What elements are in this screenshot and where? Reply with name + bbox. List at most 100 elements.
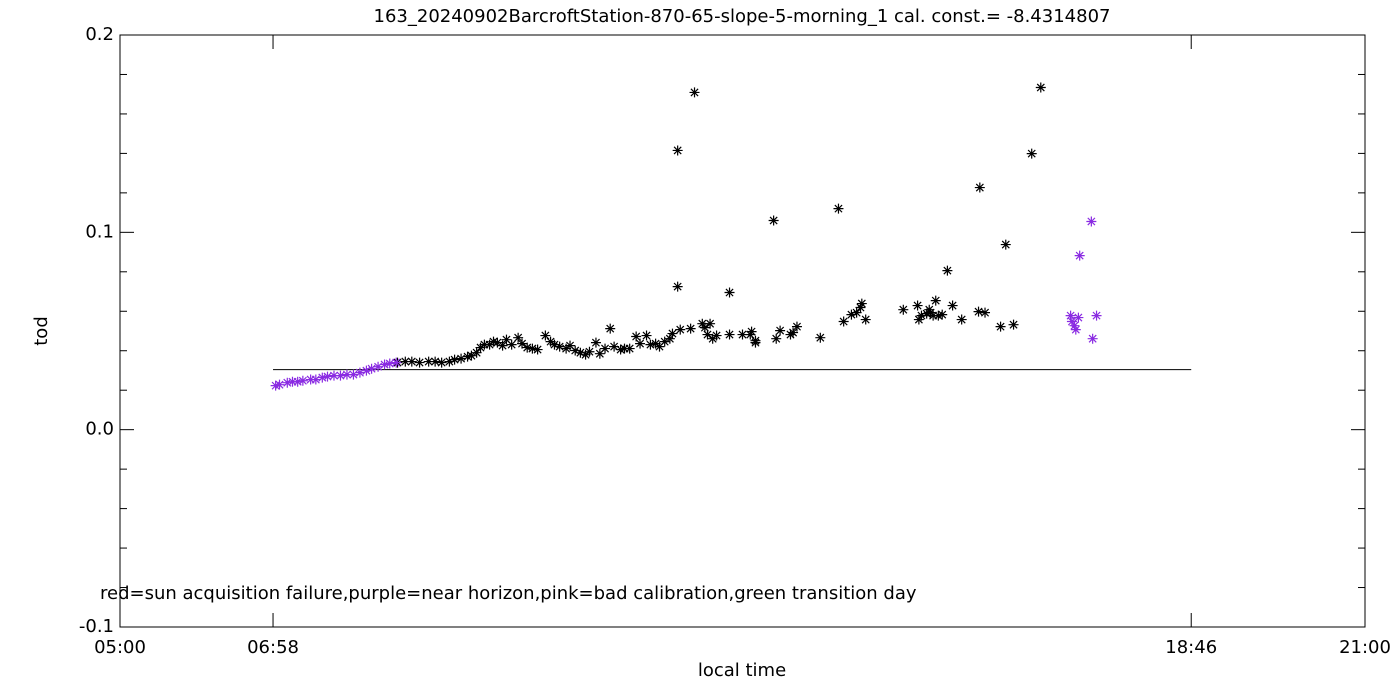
plot-frame <box>119 34 1366 628</box>
data-point <box>697 318 708 329</box>
data-point <box>702 329 713 340</box>
x-tick-label: 05:00 <box>94 637 146 658</box>
data-point <box>833 203 844 214</box>
data-point <box>366 363 377 374</box>
data-point <box>1074 250 1085 261</box>
data-point <box>699 322 710 333</box>
data-point <box>689 87 700 98</box>
data-point <box>1000 239 1011 250</box>
data-point <box>373 361 384 372</box>
data-point <box>488 336 499 347</box>
data-point <box>436 357 447 368</box>
data-point <box>1091 310 1102 321</box>
data-point <box>1035 82 1046 93</box>
data-point <box>545 336 556 347</box>
data-point <box>379 359 390 370</box>
data-point <box>1065 310 1076 321</box>
data-point <box>287 376 298 387</box>
data-point <box>624 343 635 354</box>
y-tick-label: 0.0 <box>85 419 114 440</box>
data-point <box>361 365 372 376</box>
data-point <box>791 321 802 332</box>
data-point <box>475 342 486 353</box>
data-point <box>928 310 939 321</box>
data-point <box>532 344 543 355</box>
data-point <box>305 374 316 385</box>
data-point <box>335 370 346 381</box>
data-point <box>479 339 490 350</box>
data-point <box>561 343 572 354</box>
y-tick-label: 0.2 <box>85 24 114 45</box>
data-point <box>282 377 293 388</box>
data-point <box>430 356 441 367</box>
data-point <box>855 302 866 313</box>
data-point <box>615 344 626 355</box>
data-point <box>672 281 683 292</box>
data-point <box>667 328 678 339</box>
data-point <box>737 329 748 340</box>
data-point <box>974 182 985 193</box>
data-point <box>650 338 661 349</box>
data-point <box>322 371 333 382</box>
data-point <box>406 356 417 367</box>
data-point <box>631 331 642 342</box>
data-point <box>980 307 991 318</box>
data-point <box>391 357 402 368</box>
data-point <box>605 323 616 334</box>
data-point <box>522 342 533 353</box>
data-point <box>815 332 826 343</box>
data-point <box>384 358 395 369</box>
data-point <box>924 304 935 315</box>
data-point <box>711 330 722 341</box>
data-point <box>274 379 285 390</box>
data-point <box>297 375 308 386</box>
y-tick-label: 0.1 <box>85 221 114 242</box>
data-point <box>600 343 611 354</box>
data-point <box>750 337 761 348</box>
data-point <box>554 341 565 352</box>
data-point <box>913 314 924 325</box>
data-point <box>705 318 716 329</box>
data-point <box>501 334 512 345</box>
data-point <box>672 145 683 156</box>
data-point <box>527 343 538 354</box>
data-point <box>768 215 779 226</box>
y-axis-label: tod <box>31 316 52 346</box>
data-point <box>1008 319 1019 330</box>
data-point <box>444 356 455 367</box>
data-point <box>497 340 508 351</box>
data-point <box>341 369 352 380</box>
data-point <box>619 343 630 354</box>
data-point <box>937 309 948 320</box>
data-point <box>912 300 923 311</box>
data-point <box>956 314 967 325</box>
data-point <box>846 309 857 320</box>
data-point <box>898 304 909 315</box>
data-point <box>942 265 953 276</box>
data-point <box>860 314 871 325</box>
data-point <box>449 354 460 365</box>
data-point <box>1073 312 1084 323</box>
data-point <box>856 298 867 309</box>
x-tick-label: 06:58 <box>247 637 299 658</box>
data-point <box>724 287 735 298</box>
data-point <box>1066 316 1077 327</box>
data-point <box>788 327 799 338</box>
data-point <box>594 348 605 359</box>
data-point <box>1069 320 1080 331</box>
x-axis-label: local time <box>698 660 786 681</box>
data-point <box>654 341 665 352</box>
data-point <box>575 347 586 358</box>
data-point <box>462 351 473 362</box>
data-point <box>771 333 782 344</box>
data-point <box>724 329 735 340</box>
data-point <box>328 370 339 381</box>
data-point <box>584 346 595 357</box>
data-point <box>1026 148 1037 159</box>
data-point <box>675 324 686 335</box>
data-point <box>506 339 517 350</box>
data-point <box>745 329 756 340</box>
data-point <box>423 356 434 367</box>
